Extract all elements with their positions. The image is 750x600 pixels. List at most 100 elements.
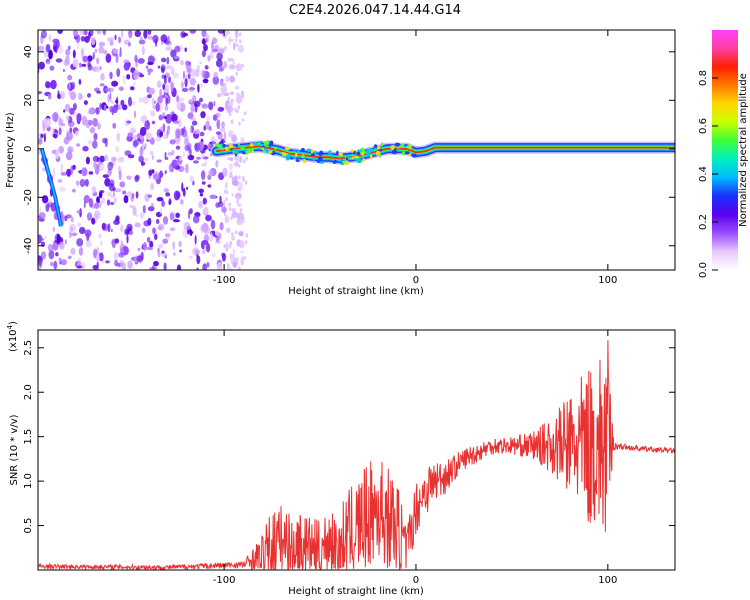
spectrogram-ridge-blob [263, 140, 268, 146]
spectrogram-noise-blob [118, 86, 124, 91]
spectrogram-noise-blob [133, 82, 136, 86]
spectrogram-noise-blob [236, 257, 239, 262]
spectrogram-noise-blob [227, 96, 231, 101]
spectrogram-noise-blob [98, 252, 104, 262]
spectrogram-noise-blob [123, 62, 130, 71]
spectrogram-noise-blob [184, 138, 189, 146]
spectrogram-ridge-blob [288, 157, 294, 160]
spectrogram-noise-blob [190, 117, 196, 121]
spectrogram-ridge-blob [251, 149, 254, 153]
spectrogram-noise-blob [38, 234, 43, 244]
spectrogram-ridge-blob [350, 149, 354, 153]
spectrogram-noise-blob [79, 93, 83, 100]
spectrogram-noise-blob [76, 113, 82, 123]
spectrogram-noise-blob [200, 111, 206, 119]
spectrogram-noise-blob [102, 30, 107, 36]
spectrogram-noise-blob [84, 179, 89, 187]
snr-series-line [38, 340, 675, 570]
spectrogram-noise-blob [158, 114, 164, 121]
spectrogram-noise-blob [53, 41, 59, 48]
spectrogram-ridge-blob [391, 149, 398, 155]
spectrogram-noise-blob [107, 87, 114, 93]
spectrogram-noise-blob [111, 156, 117, 162]
spectrogram-noise-blob [188, 98, 193, 104]
spectrogram-noise-blob [139, 74, 145, 78]
spectrogram-noise-blob [52, 133, 58, 139]
spectrogram-noise-blob [147, 217, 152, 226]
spectrogram-noise-blob [112, 122, 117, 129]
spectrogram-noise-blob [181, 87, 189, 92]
spectrogram-ridge-blob [274, 146, 277, 150]
spectrogram-noise-blob [76, 210, 81, 214]
spectrogram-ridge-blob [370, 155, 373, 160]
spectrogram-noise-blob [44, 235, 47, 240]
spectrogram-noise-blob [52, 167, 56, 178]
spectrogram-noise-blob [70, 165, 74, 175]
spectrogram-noise-blob [187, 112, 194, 120]
spectrogram-noise-blob [187, 154, 195, 161]
spectrogram-ridge-blob [357, 149, 363, 153]
spectrogram-noise-blob [163, 74, 167, 85]
y-tick-label: 0 [23, 146, 34, 152]
spectrogram-noise-blob [167, 125, 170, 135]
spectrogram-noise-blob [196, 255, 201, 265]
spectrogram-noise-blob [114, 251, 118, 261]
spectrogram-noise-blob [75, 34, 81, 43]
spectrogram-noise-blob [163, 188, 170, 193]
spectrogram-noise-blob [196, 267, 199, 270]
y-tick-label: 0.5 [23, 518, 34, 534]
spectrogram-noise-blob [119, 181, 126, 188]
spectrogram-noise-blob [201, 223, 209, 233]
spectrogram-noise-blob [96, 65, 101, 73]
spectrogram-noise-blob [175, 212, 180, 218]
spectrogram-noise-blob [88, 30, 94, 37]
spectrogram-noise-blob [235, 156, 238, 161]
spectrogram-noise-blob [146, 246, 153, 251]
spectrogram-noise-blob [147, 35, 154, 40]
spectrogram-noise-blob [164, 170, 167, 175]
spectrogram-noise-blob [85, 156, 90, 165]
spectrogram-noise-blob [179, 249, 183, 253]
spectrogram-noise-blob [241, 63, 245, 68]
spectrogram-noise-blob [203, 44, 208, 52]
spectrogram-noise-blob [220, 78, 224, 83]
spectrogram-noise-blob [130, 127, 136, 135]
spectrogram-noise-blob [162, 112, 165, 117]
spectrogram-ridge-blob [232, 148, 237, 152]
spectrogram-noise-blob [127, 132, 133, 137]
spectrogram-ridge-blob [287, 154, 291, 159]
spectrogram-noise-blob [72, 49, 76, 59]
spectrogram-noise-blob [202, 249, 206, 255]
spectrogram-noise-blob [87, 64, 93, 71]
spectrogram-noise-blob [225, 247, 228, 252]
spectrogram-noise-blob [216, 52, 223, 61]
spectrogram-noise-blob [207, 55, 211, 62]
spectrogram-noise-blob [57, 90, 60, 98]
spectrogram-noise-blob [50, 261, 54, 267]
spectrogram-noise-blob [202, 263, 207, 270]
spectrogram-ridge-blob [302, 158, 306, 164]
spectrogram-noise-blob [168, 198, 172, 204]
spectrogram-noise-blob [76, 265, 83, 269]
y-tick-label: -40 [23, 238, 34, 254]
spectrogram-noise-blob [241, 175, 245, 180]
spectrogram-noise-blob [60, 259, 67, 266]
spectrogram-noise-blob [151, 120, 156, 125]
spectrogram-noise-blob [205, 121, 210, 130]
spectrogram-noise-blob [204, 33, 210, 43]
spectrogram-ridge-blob [390, 145, 395, 150]
spectrogram-noise-blob [169, 227, 176, 232]
x-tick-label: -100 [213, 575, 236, 586]
spectrogram-noise-blob [127, 154, 135, 159]
spectrogram-ridge-blob [407, 143, 411, 149]
spectrogram-noise-blob [96, 57, 100, 65]
spectrogram-ridge-blob [295, 159, 300, 162]
spectrogram-noise-blob [95, 107, 100, 115]
spectrogram-noise-blob [115, 99, 118, 104]
spectrogram-noise-blob [173, 55, 180, 60]
spectrogram-noise-blob [162, 238, 169, 244]
spectrogram-noise-blob [180, 81, 184, 89]
spectrogram-noise-blob [126, 175, 132, 180]
spectrogram-noise-blob [159, 131, 164, 137]
spectrogram-noise-blob [58, 127, 62, 136]
